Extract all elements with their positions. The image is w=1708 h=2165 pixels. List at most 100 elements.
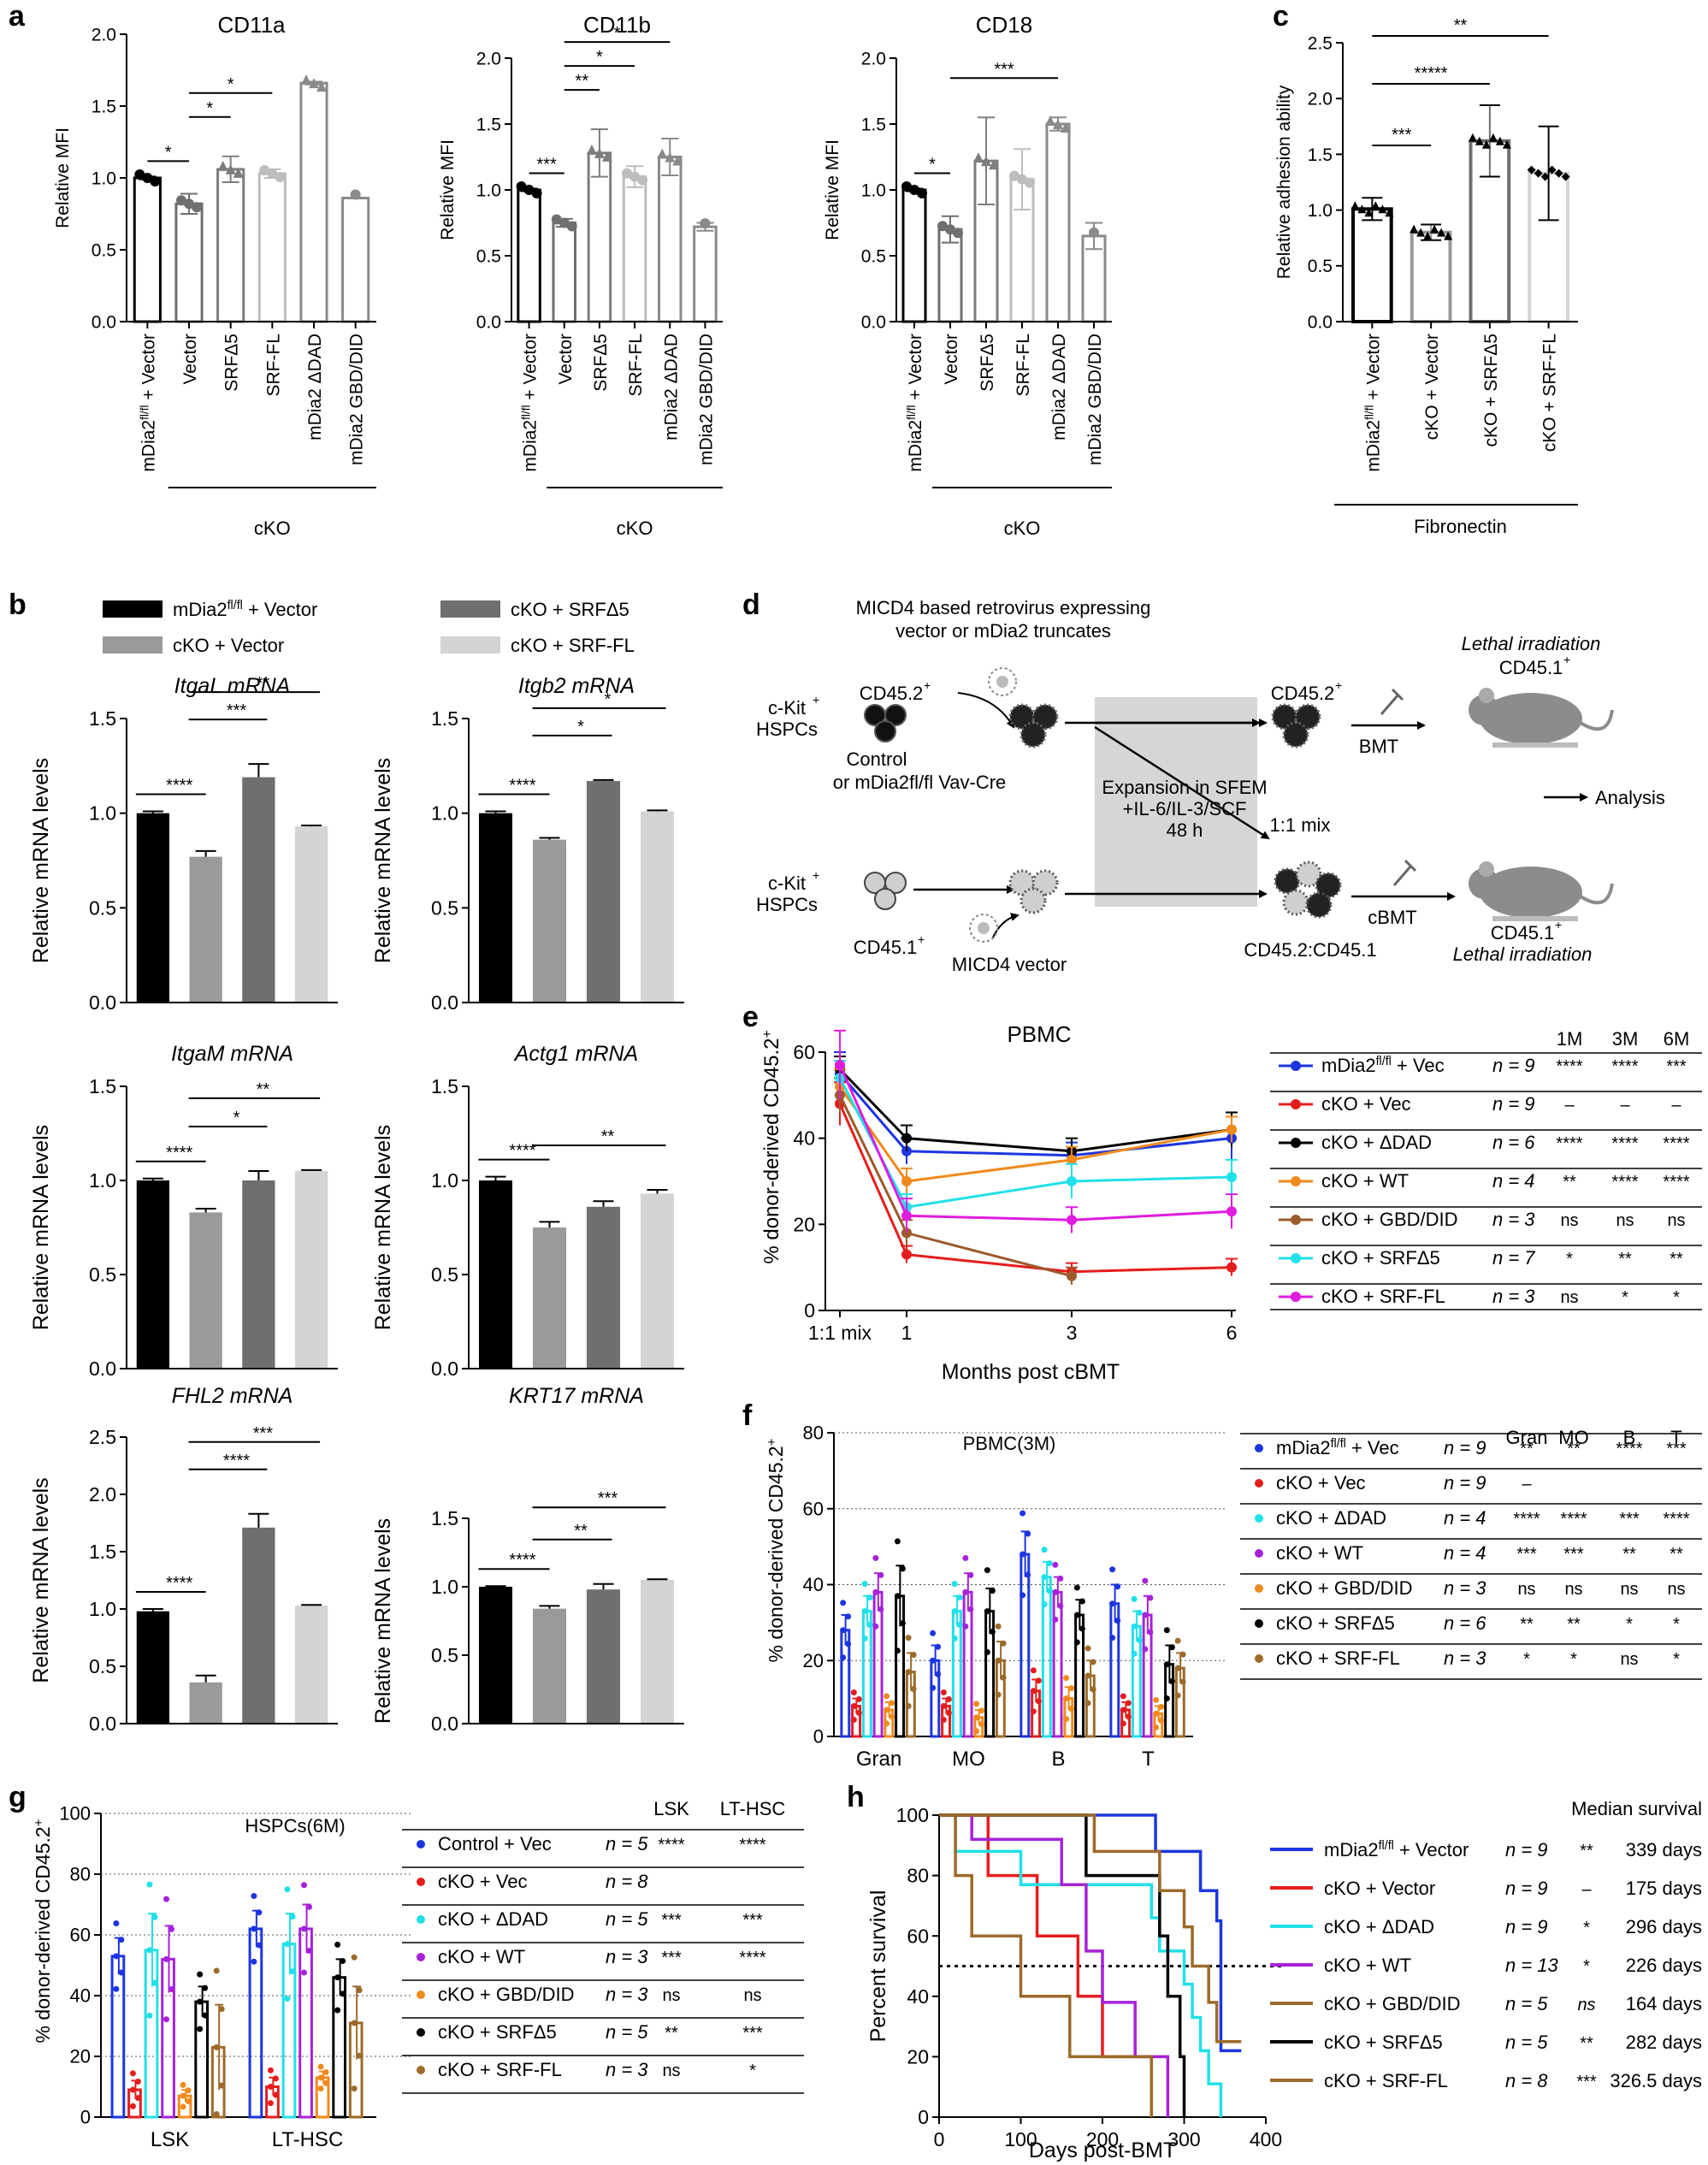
cd451-top-sup: + (1563, 653, 1570, 666)
chart-title: ItgaL mRNA (174, 674, 291, 698)
grouped-y-tick-label: 40 (70, 1985, 91, 2007)
panel-a-point (176, 195, 186, 206)
data-point (1073, 1584, 1080, 1591)
data-point (1163, 1661, 1170, 1668)
panel-c-point (1410, 224, 1419, 234)
bar (1351, 207, 1393, 323)
legend-label: cKO + GBD/DID (1321, 1209, 1458, 1230)
x-tick-label: T (1142, 1748, 1155, 1771)
n-label: n = 9 (1492, 1093, 1535, 1115)
significance-label: *** (994, 60, 1014, 79)
data-point (168, 1986, 175, 1993)
transduced-cells-top (1008, 703, 1059, 748)
panel-h-y-tick-label: 100 (896, 1804, 929, 1826)
panel-c-point (1481, 139, 1491, 149)
data-point (134, 2078, 141, 2085)
chart-title: PBMC(3M) (963, 1433, 1056, 1454)
legend-label: cKO + SRF-FL (1276, 1647, 1400, 1669)
significance-cell: – (1564, 1096, 1575, 1115)
bar (586, 1206, 621, 1369)
data-point (267, 2067, 274, 2073)
n-label: n = 5 (606, 1908, 648, 1930)
panel-a-point (192, 202, 202, 213)
data-point (1068, 1706, 1075, 1712)
data-point (334, 1974, 341, 1981)
data-point (289, 1968, 296, 1975)
data-point (1041, 1601, 1048, 1608)
data-point (1084, 1700, 1091, 1707)
syringe-icon-top (1380, 688, 1404, 715)
data-point (989, 1629, 996, 1636)
data-point (113, 1985, 120, 1992)
data-point (1179, 1651, 1186, 1658)
significance-label: ** (1454, 16, 1468, 35)
data-point (850, 1716, 857, 1723)
data-point (984, 1648, 990, 1655)
cd451-label-left: CD45.1 (854, 937, 918, 958)
data-point (1046, 1588, 1053, 1594)
data-point (861, 1608, 868, 1615)
y-axis-label: % donor-derived CD45.2+ (765, 1439, 788, 1663)
significance-cell: **** (1611, 1057, 1638, 1076)
data-point (1063, 1716, 1070, 1723)
data-point (317, 2074, 324, 2081)
data-point (878, 1606, 884, 1612)
bar (657, 156, 683, 323)
data-point (861, 1581, 868, 1588)
panel-c-point (1561, 172, 1570, 181)
data-point (850, 1703, 857, 1709)
panel-b-y-tick-label: 0.0 (89, 1358, 116, 1380)
data-point (351, 2085, 358, 2092)
bar (1041, 1576, 1052, 1738)
panel-b-chart-krt17: KRT17 mRNA Relative mRNA levels 0.0 0.5 1.0 1… (371, 1384, 684, 1735)
grouped-y-tick-label: 80 (70, 1864, 91, 1885)
significance-cell: * (749, 2061, 756, 2080)
y-axis-label: Relative MFI (823, 139, 842, 240)
bar (622, 175, 647, 323)
data-point (197, 1998, 204, 2005)
data-point (905, 1669, 912, 1676)
table-header: Gran (1506, 1427, 1548, 1448)
significance-cell: ** (1580, 1842, 1593, 1860)
grouped-y-tick-label: 100 (59, 1803, 91, 1825)
data-point (951, 1608, 958, 1615)
n-label: n = 9 (1444, 1437, 1486, 1458)
panel-e-chart-pbmc: PBMC % donor-derived CD45.2+ 0 20 40 60 1:1 mi… (760, 1021, 1238, 1384)
panel-a-point (1061, 122, 1071, 133)
data-point (1052, 1616, 1059, 1623)
significance-cell: **** (1556, 1134, 1582, 1153)
significance-cell: *** (1576, 2073, 1597, 2091)
significance-cell: ns (1564, 1580, 1582, 1599)
expanded-cells-top (1271, 703, 1321, 748)
data-point (1153, 1724, 1160, 1730)
n-label: n = 6 (1444, 1612, 1486, 1634)
legend-label: cKO + WT (1276, 1542, 1363, 1564)
legend-marker (417, 2066, 425, 2074)
legend-label: mDia2fl/fl + Vec (1321, 1055, 1445, 1076)
n-label: n = 8 (1505, 2070, 1548, 2091)
significance-label: *** (598, 1489, 618, 1508)
x-tick-label: mDia2fl/fl + Vector (1362, 334, 1384, 472)
data-point (978, 1707, 985, 1714)
data-point (1090, 1659, 1096, 1665)
significance-label: * (233, 1109, 240, 1127)
transduce-arrow-bottom (991, 913, 1019, 940)
panel-letter-g: g (9, 1781, 27, 1813)
panel-a-point (657, 148, 668, 159)
median-survival: 175 days (1626, 1878, 1702, 1899)
median-survival: 282 days (1626, 2032, 1702, 2053)
legend-marker (1255, 1654, 1263, 1663)
data-point (197, 1971, 204, 1978)
grouped-y-tick-label: 0 (80, 2107, 91, 2128)
x-tick-label: mDia2 GBD/DID (696, 334, 716, 465)
data-point (973, 1714, 980, 1721)
bar (194, 2000, 210, 2119)
panel-c-point (1371, 201, 1380, 210)
series-line (838, 1068, 1232, 1153)
panel-a-point (233, 167, 244, 178)
hspcs-label-top: HSPCs (756, 719, 818, 740)
significance-label: * (929, 155, 936, 174)
data-point (1025, 1571, 1031, 1578)
panel-c-point (1423, 231, 1433, 240)
